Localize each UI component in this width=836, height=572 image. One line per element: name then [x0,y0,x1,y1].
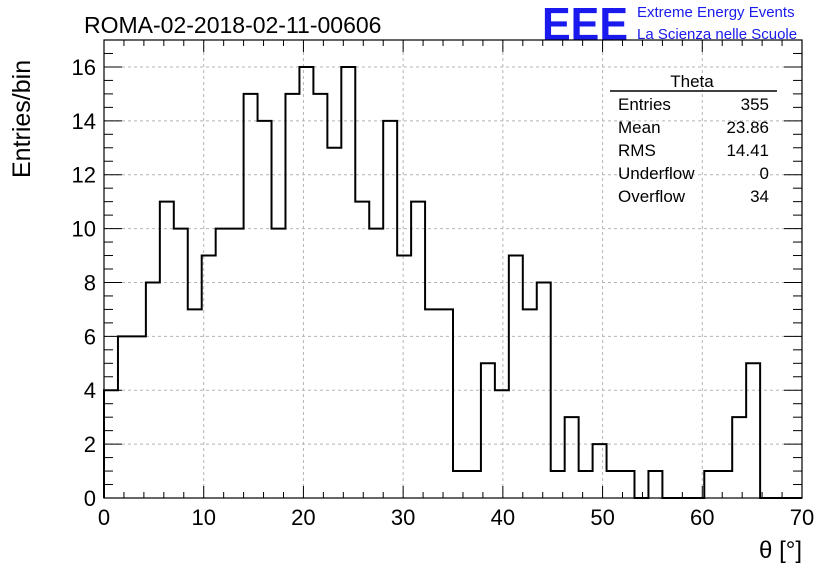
histogram-bin [174,229,188,498]
y-tick-label: 14 [72,109,96,134]
y-tick-label: 16 [72,55,96,80]
plot-frame [103,39,803,499]
x-tick-label: 10 [191,505,215,530]
histogram-bin [132,336,146,498]
histogram-bin [467,471,481,498]
x-tick-label: 60 [690,505,714,530]
axis-ticks [103,39,803,499]
y-tick-label: 2 [84,432,96,457]
histogram-bin [258,121,272,498]
logo-line-1: Extreme Energy Events [637,4,795,21]
y-tick-label: 10 [72,217,96,242]
y-axis-label: Entries/bin [8,60,36,178]
stats-label-underflow: Underflow [618,164,695,183]
histogram-bin [411,202,425,498]
histogram-bin [160,202,174,498]
stats-label-overflow: Overflow [618,187,686,206]
y-tick-label: 8 [84,270,96,295]
stats-label-mean: Mean [618,118,661,137]
histogram-bin [230,229,244,498]
stats-value-mean: 23.86 [726,118,769,137]
logo-line-2: La Scienza nelle Scuole [637,26,797,43]
histogram-bin [565,417,579,498]
histogram-bin [718,471,732,498]
y-tick-label: 12 [72,163,96,188]
stats-label-entries: Entries [618,95,671,114]
histogram-bin [607,471,621,498]
x-tick-label: 40 [491,505,515,530]
stats-value-overflow: 34 [750,187,769,206]
histogram-outline [103,65,802,499]
stats-title: Theta [670,72,714,91]
x-tick-label: 30 [391,505,415,530]
histogram-bin [648,471,662,498]
histogram-bin [732,417,746,498]
stats-value-underflow: 0 [760,164,769,183]
y-tick-label: 6 [84,324,96,349]
histogram-bin [593,444,607,498]
histogram-bin [397,256,411,498]
y-tick-label: 0 [84,486,96,511]
histogram-bin [481,363,495,498]
stats-value-entries: 355 [741,95,769,114]
histogram-bin [299,67,313,498]
histogram-bin [704,471,718,498]
stats-box: Theta Entries 355 Mean 23.86 RMS 14.41 U… [610,72,777,206]
histogram-bin [369,229,383,498]
eee-logo: EEE Extreme Energy Events La Scienza nel… [542,0,797,50]
histogram-bin [746,363,760,498]
histogram-bin [216,229,230,498]
tick-labels: 0 10 20 30 40 50 60 70 0 2 4 6 8 10 12 14 16 [72,55,815,530]
chart-title: ROMA-02-2018-02-11-00606 [84,12,381,38]
histogram-bin [509,256,523,498]
histogram-bin [272,229,286,498]
histogram-bin [425,309,439,498]
x-tick-label: 70 [790,505,814,530]
histogram-bin [523,309,537,498]
stats-value-rms: 14.41 [726,141,769,160]
histogram-bin [579,471,593,498]
histogram-bin [341,67,355,498]
histogram-bin [439,309,453,498]
logo-mark: EEE [542,0,628,50]
histogram-bin [244,94,258,498]
histogram-bin [313,94,327,498]
y-tick-label: 4 [84,378,96,403]
stats-label-rms: RMS [618,141,656,160]
histogram-bin [355,202,369,498]
histogram-bin [383,121,397,498]
histogram-bin [118,336,132,498]
histogram-bin [327,148,341,498]
histogram-bin [285,94,299,498]
x-tick-label: 20 [291,505,315,530]
histogram-bin [188,309,202,498]
histogram-bin [453,471,467,498]
x-tick-label: 50 [590,505,614,530]
x-axis-label: θ [°] [759,537,802,564]
x-tick-label: 0 [98,505,110,530]
